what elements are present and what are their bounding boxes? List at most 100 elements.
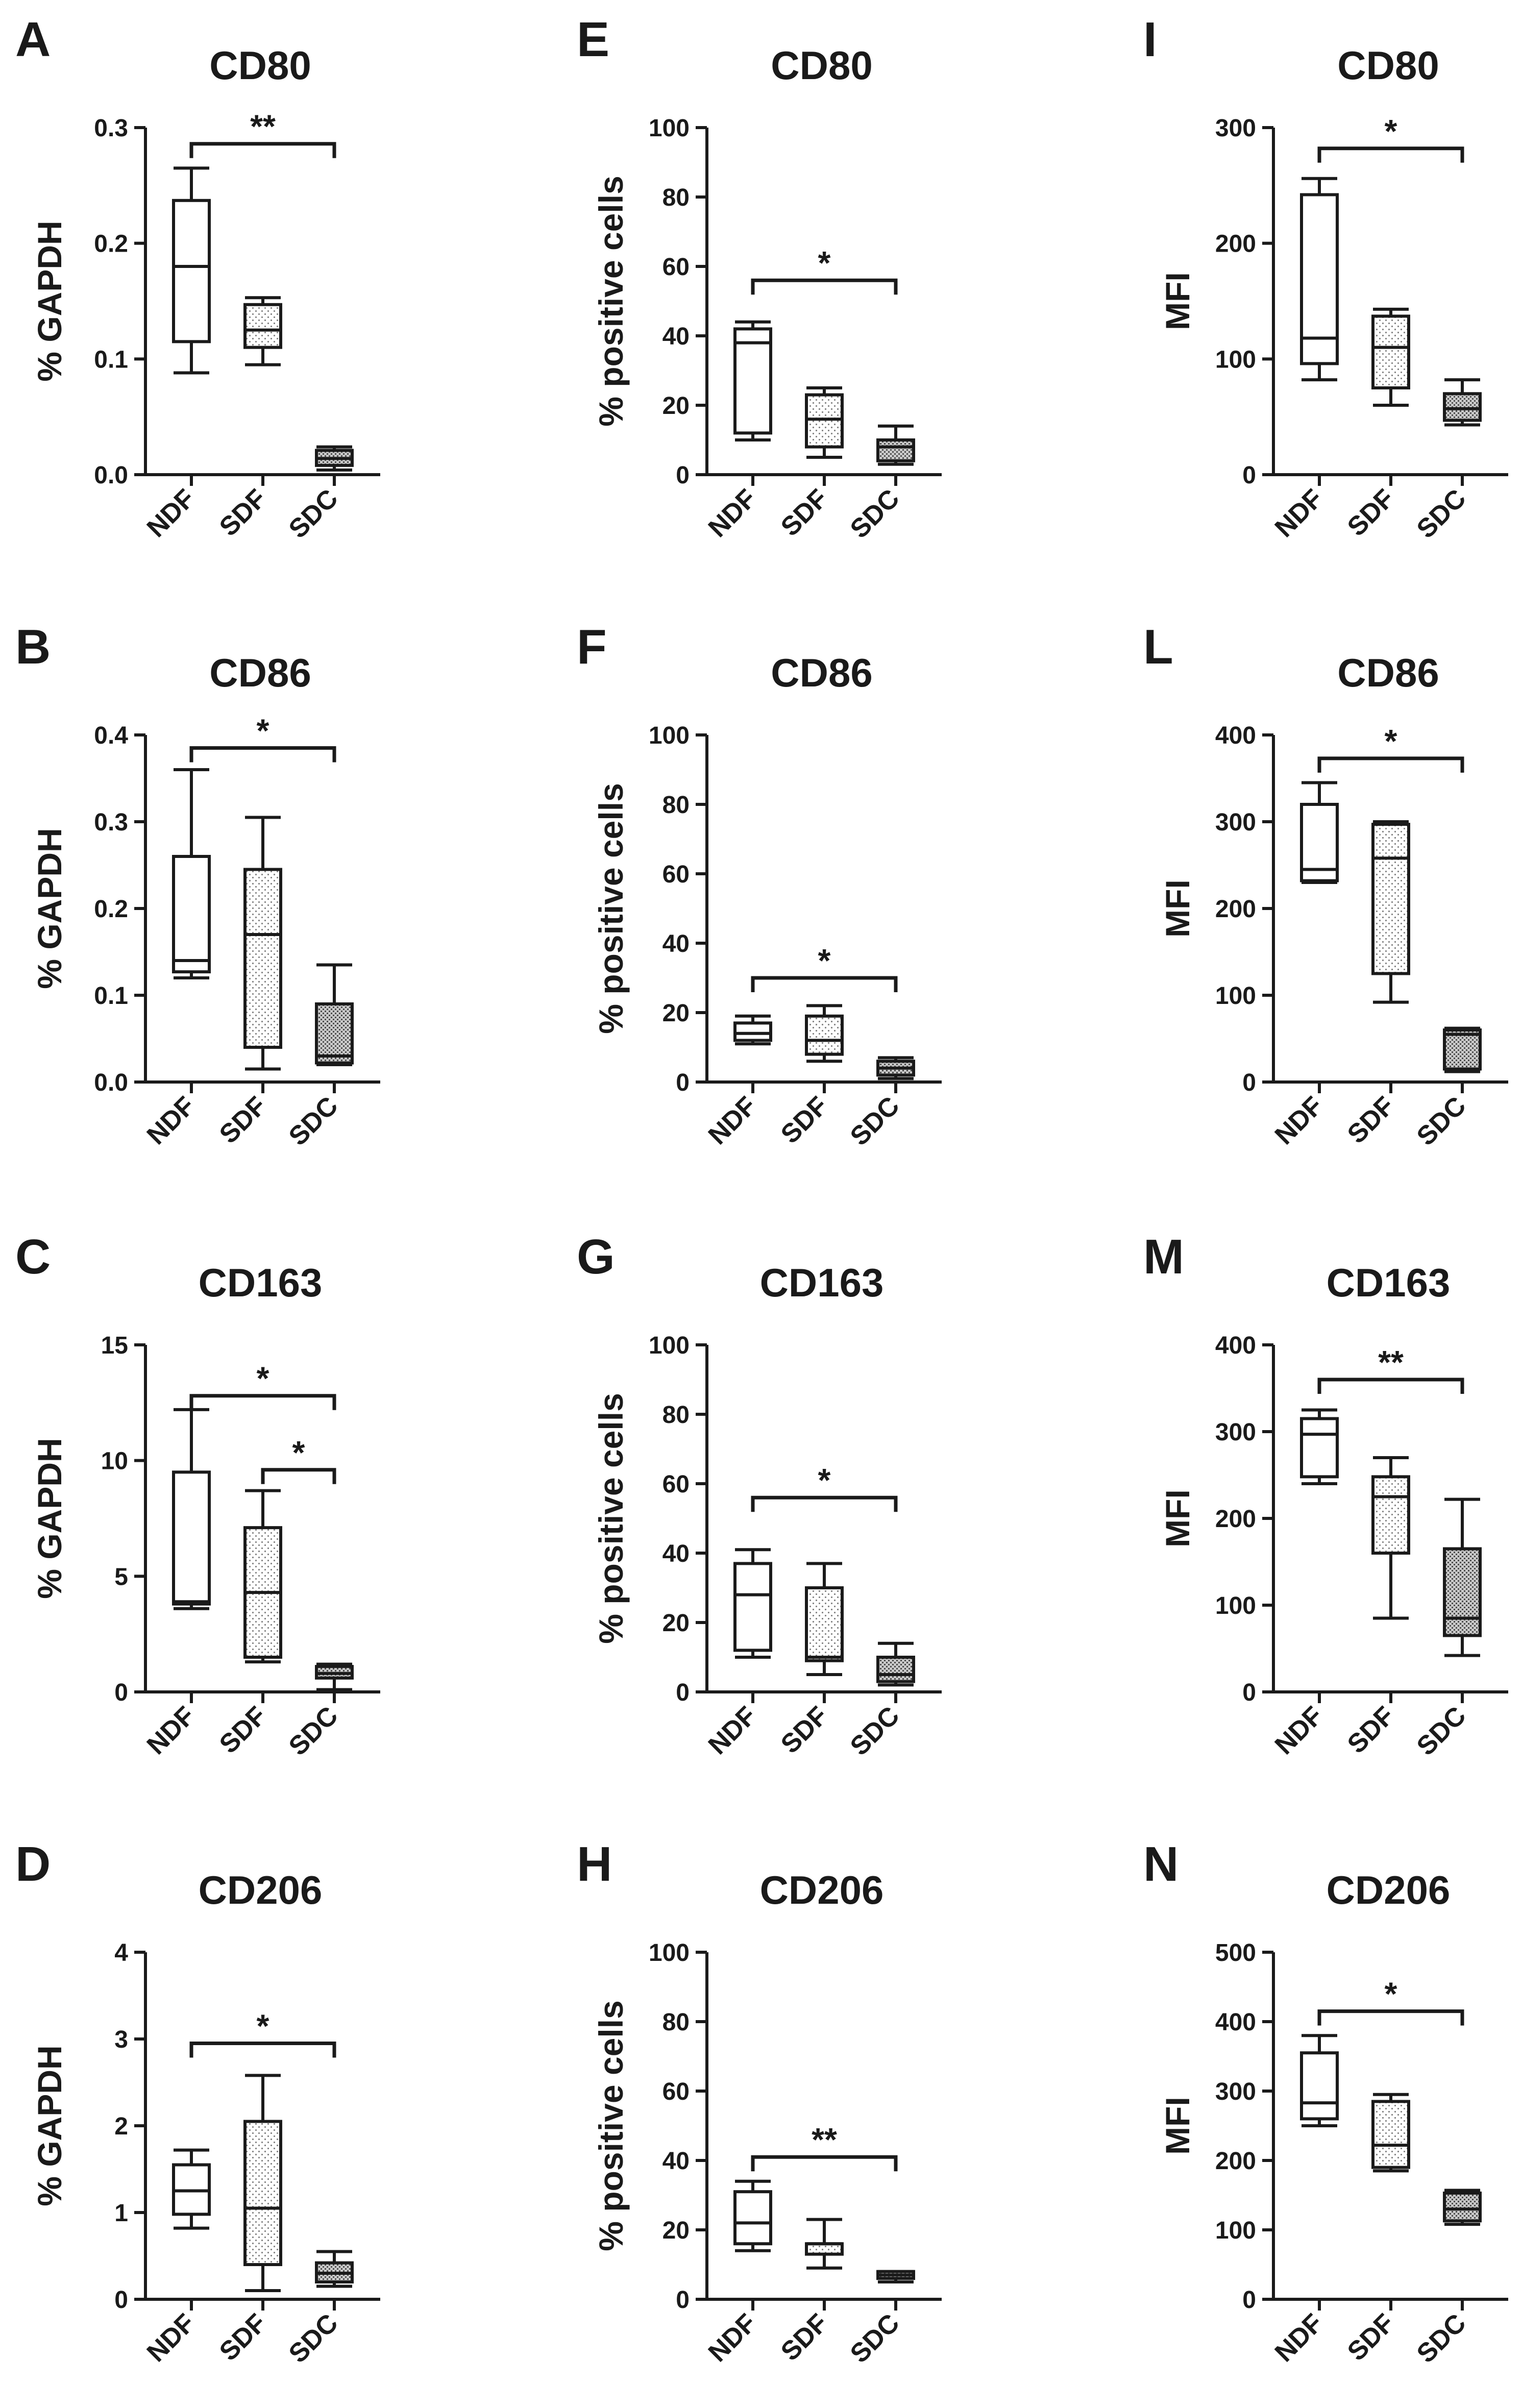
box-iqr	[1443, 392, 1482, 422]
box-iqr	[805, 2242, 844, 2256]
panel-letter: G	[577, 1230, 615, 1284]
panel-h: H CD206 % positive cells 0 20 40 60 80 100 NDF SDF…	[577, 1837, 942, 2369]
box-ndf	[733, 320, 772, 441]
y-tick-label: 200	[1215, 2148, 1256, 2175]
box-iqr	[1371, 1475, 1410, 1555]
bracket-line	[1317, 146, 1464, 163]
box-sdf	[243, 1489, 282, 1664]
y-tick-label: 0.3	[94, 809, 128, 836]
box-sdc	[1443, 1026, 1482, 1073]
y-tick-label: 0	[1242, 462, 1256, 489]
x-tick-label: NDF	[141, 483, 201, 543]
y-tick-label: 20	[662, 1000, 690, 1027]
box-iqr	[1371, 314, 1410, 390]
panel-title: CD80	[1337, 43, 1439, 88]
x-tick-label: SDC	[283, 1091, 344, 1151]
x-tick-label: SDC	[283, 1701, 344, 1761]
panel-m: M CD163 MFI 0 100 200 300 400 NDF SDF SDC **	[1143, 1230, 1508, 1761]
x-tick-label: NDF	[1269, 483, 1329, 543]
box-sdc	[1443, 1497, 1482, 1657]
significance-label: *	[818, 244, 831, 281]
panel-letter: A	[15, 12, 51, 67]
panel-letter: M	[1143, 1230, 1184, 1284]
significance-label: **	[250, 108, 276, 145]
panel-letter: C	[15, 1230, 51, 1284]
y-tick-label: 5	[114, 1563, 128, 1590]
y-tick-label: 100	[1215, 982, 1256, 1010]
bracket-line	[189, 1394, 336, 1410]
y-tick-label: 100	[1215, 1592, 1256, 1619]
y-tick-label: 0.2	[94, 896, 128, 923]
panel-l: L CD86 MFI 0 100 200 300 400 NDF SDF SDC *	[1143, 620, 1508, 1151]
y-tick-label: 0.3	[94, 115, 128, 142]
y-tick-label: 100	[1215, 2217, 1256, 2244]
y-tick-label: 0	[676, 1679, 690, 1706]
x-tick-label: NDF	[141, 2308, 201, 2368]
y-tick-label: 0.1	[94, 982, 128, 1010]
box-sdf	[243, 2074, 282, 2292]
significance-label: *	[292, 1434, 305, 1471]
bracket-line	[1317, 756, 1464, 773]
y-tick-label: 2	[114, 2113, 128, 2140]
y-tick-label: 300	[1215, 809, 1256, 836]
x-tick-label: SDF	[1342, 483, 1401, 542]
box-iqr	[1371, 2100, 1410, 2169]
box-iqr	[1443, 2191, 1482, 2223]
box-iqr	[315, 1002, 354, 1065]
box-iqr	[243, 2120, 282, 2266]
y-tick-label: 3	[114, 2026, 128, 2053]
x-tick-label: NDF	[703, 483, 763, 543]
box-iqr	[1443, 1028, 1482, 1071]
x-tick-label: NDF	[703, 2308, 763, 2368]
panel-title: CD163	[199, 1260, 323, 1305]
panel-title: CD80	[771, 43, 872, 88]
panel-title: CD86	[1337, 650, 1439, 695]
y-tick-label: 400	[1215, 722, 1256, 749]
box-ndf	[733, 2179, 772, 2252]
panel-title: CD206	[760, 1868, 884, 1912]
box-sdc	[315, 963, 354, 1066]
y-tick-label: 500	[1215, 1939, 1256, 1967]
box-iqr	[733, 327, 772, 435]
box-iqr	[1371, 823, 1410, 975]
significance-bracket: *	[189, 1360, 336, 1410]
panel-title: CD163	[1327, 1260, 1451, 1305]
box-sdf	[805, 1562, 844, 1676]
panel-f: F CD86 % positive cells 0 20 40 60 80 100 NDF SDF S…	[577, 620, 942, 1151]
y-tick-label: 0.2	[94, 231, 128, 258]
x-tick-label: SDF	[775, 1091, 834, 1149]
panel-letter: F	[577, 620, 607, 674]
x-tick-label: SDF	[1342, 2308, 1401, 2367]
panel-e: E CD80 % positive cells 0 20 40 60 80 100 NDF SDF S…	[577, 12, 942, 544]
significance-bracket: *	[751, 942, 898, 992]
panel-b: B CD86 % GAPDH 0.0 0.1 0.2 0.3 0.4 NDF SDF SDC *	[15, 620, 380, 1151]
significance-bracket: *	[1317, 1976, 1464, 2026]
y-tick-label: 100	[1215, 346, 1256, 373]
significance-label: *	[818, 1462, 831, 1498]
y-axis-label: % positive cells	[592, 2000, 630, 2251]
x-tick-label: SDC	[845, 483, 905, 544]
x-tick-label: SDF	[775, 483, 834, 542]
panel-letter: E	[577, 12, 609, 67]
box-sdf	[805, 386, 844, 459]
panel-n: N CD206 MFI 0 100 200 300 400 500 NDF SDF SDC *	[1143, 1837, 1508, 2369]
y-tick-label: 200	[1215, 231, 1256, 258]
box-iqr	[1300, 1417, 1339, 1479]
panel-letter: D	[15, 1837, 51, 1891]
panel-letter: N	[1143, 1837, 1179, 1891]
panel-c: C CD163 % GAPDH 0 5 10 15 NDF SDF SDC * *	[15, 1230, 380, 1761]
y-tick-label: 100	[649, 115, 690, 142]
y-tick-label: 0	[676, 462, 690, 489]
bracket-line	[189, 142, 336, 158]
y-tick-label: 80	[662, 792, 690, 819]
y-tick-label: 0	[1242, 1069, 1256, 1096]
significance-bracket: **	[751, 2121, 898, 2172]
box-iqr	[733, 2190, 772, 2246]
panel-title: CD80	[209, 43, 311, 88]
x-tick-label: SDC	[1411, 2308, 1472, 2369]
box-iqr	[243, 303, 282, 349]
box-iqr	[876, 1656, 915, 1683]
box-sdc	[876, 424, 915, 466]
box-sdf	[1371, 1456, 1410, 1620]
